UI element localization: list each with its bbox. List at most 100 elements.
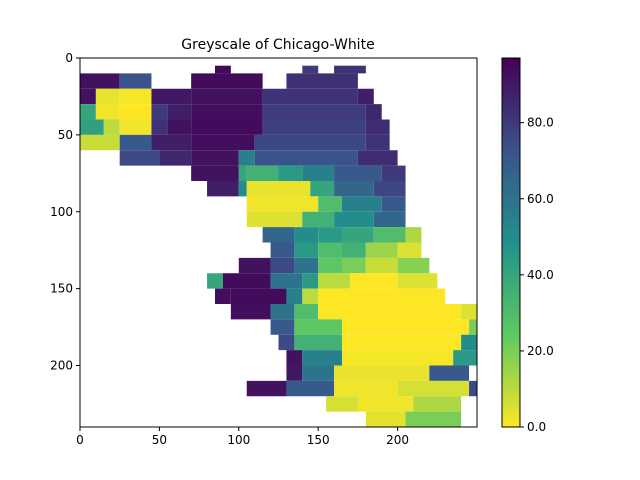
heatmap-cell <box>365 104 382 120</box>
heatmap-cell <box>262 104 366 120</box>
heatmap-cell <box>270 257 295 274</box>
heatmap-cell <box>334 380 398 397</box>
heatmap-cell <box>262 119 366 135</box>
heatmap-cell <box>151 134 192 151</box>
heatmap-cell <box>365 134 390 151</box>
heatmap-cell <box>119 88 152 105</box>
heatmap-cell <box>262 88 358 105</box>
heatmap-cell <box>310 181 335 197</box>
heatmap-cell <box>262 227 295 243</box>
heatmap-cell <box>119 104 152 120</box>
heatmap-cell <box>397 273 438 289</box>
heatmap-cell <box>167 119 192 135</box>
heatmap-cell <box>246 181 311 197</box>
heatmap-cell <box>119 119 152 135</box>
colorbar-tick-label: 0.0 <box>527 420 546 434</box>
chart-title: Greyscale of Chicago-White <box>181 37 374 53</box>
x-axis: 0 50 100 150 200 <box>76 427 409 447</box>
heatmap-cell <box>286 350 303 366</box>
heatmap-cell <box>349 273 398 289</box>
plot-frame <box>79 57 478 428</box>
heatmap-cell <box>294 304 319 320</box>
heatmap-cell <box>246 165 279 181</box>
colorbar-tick-label: 20.0 <box>527 344 554 358</box>
heatmap-cell <box>342 334 462 351</box>
heatmap-cell <box>342 227 374 243</box>
heatmap-cell <box>80 134 120 151</box>
y-axis: 0 50 100 150 200 <box>50 51 80 373</box>
heatmap-cell <box>469 380 477 397</box>
heatmap-cell <box>286 380 335 397</box>
heatmap-cell <box>365 411 406 427</box>
heatmap-cell <box>318 273 350 289</box>
heatmap-cell <box>238 257 271 274</box>
heatmap-cell <box>207 273 223 289</box>
heatmap-cell <box>302 288 319 304</box>
heatmap-cell <box>342 196 382 212</box>
heatmap-cell <box>365 257 398 274</box>
heatmap-cell <box>302 365 335 381</box>
heatmap-cell <box>373 181 406 197</box>
heatmap-cell <box>429 365 470 381</box>
heatmap-cell <box>191 165 239 181</box>
heatmap-cell <box>302 165 335 181</box>
x-tick-label: 0 <box>76 433 84 447</box>
colorbar-tick-label: 60.0 <box>527 192 554 206</box>
heatmap-cell <box>119 134 152 151</box>
heatmap-cell <box>397 380 470 397</box>
y-tick-label: 200 <box>50 359 73 373</box>
heatmap-cell <box>318 257 343 274</box>
heatmap-cell <box>357 396 414 412</box>
heatmap-cell <box>397 242 422 258</box>
heatmap-cell <box>238 165 247 181</box>
heatmap-cell <box>207 181 239 197</box>
colorbar-tick-label: 80.0 <box>527 116 554 130</box>
heatmap-cell <box>80 73 120 89</box>
heatmap-cell <box>238 150 255 166</box>
heatmap-cell <box>286 73 358 89</box>
heatmap-cell <box>119 73 152 89</box>
heatmap-cell <box>318 196 343 212</box>
x-tick-label: 100 <box>227 433 250 447</box>
heatmap-cell <box>286 365 303 381</box>
heatmap-cell <box>413 396 462 412</box>
heatmap-cell <box>191 88 263 105</box>
heatmap-cell <box>342 319 470 335</box>
colorbar-gradient <box>501 57 521 428</box>
heatmap-cell <box>95 104 120 120</box>
heatmap-cell <box>469 319 477 335</box>
heatmap-cell <box>318 304 462 320</box>
heatmap-area <box>79 57 478 428</box>
heatmap-cell <box>80 88 96 105</box>
heatmap-cell <box>230 304 271 320</box>
heatmap-cell <box>103 119 120 135</box>
heatmap-cell <box>191 73 263 89</box>
heatmap-cell <box>318 288 446 304</box>
heatmap-cell <box>278 334 295 351</box>
heatmap-cell <box>151 88 192 105</box>
heatmap-cell <box>278 165 303 181</box>
heatmap-cell <box>294 227 319 243</box>
heatmap-cell <box>80 104 96 120</box>
heatmap-cell <box>151 104 168 120</box>
x-tick-label: 50 <box>152 433 167 447</box>
heatmap-cell <box>246 211 303 228</box>
heatmap-cell <box>80 119 104 135</box>
y-tick-label: 0 <box>65 51 73 65</box>
heatmap-cell <box>334 165 382 181</box>
heatmap-cell <box>246 380 287 397</box>
heatmap-cell <box>294 242 319 258</box>
heatmap-cell <box>302 211 335 228</box>
heatmap-cell <box>270 242 295 258</box>
heatmap-cell <box>159 150 192 166</box>
y-tick-label: 100 <box>50 205 73 219</box>
heatmap-cell <box>222 273 271 289</box>
heatmap-cell <box>405 227 422 243</box>
heatmap-cell <box>342 257 366 274</box>
heatmap-cell <box>254 134 366 151</box>
heatmap-cell <box>365 242 398 258</box>
heatmap-cell <box>294 334 343 351</box>
y-tick-label: 150 <box>50 282 73 296</box>
heatmap-cell <box>373 211 406 228</box>
heatmap-cell <box>191 150 239 166</box>
